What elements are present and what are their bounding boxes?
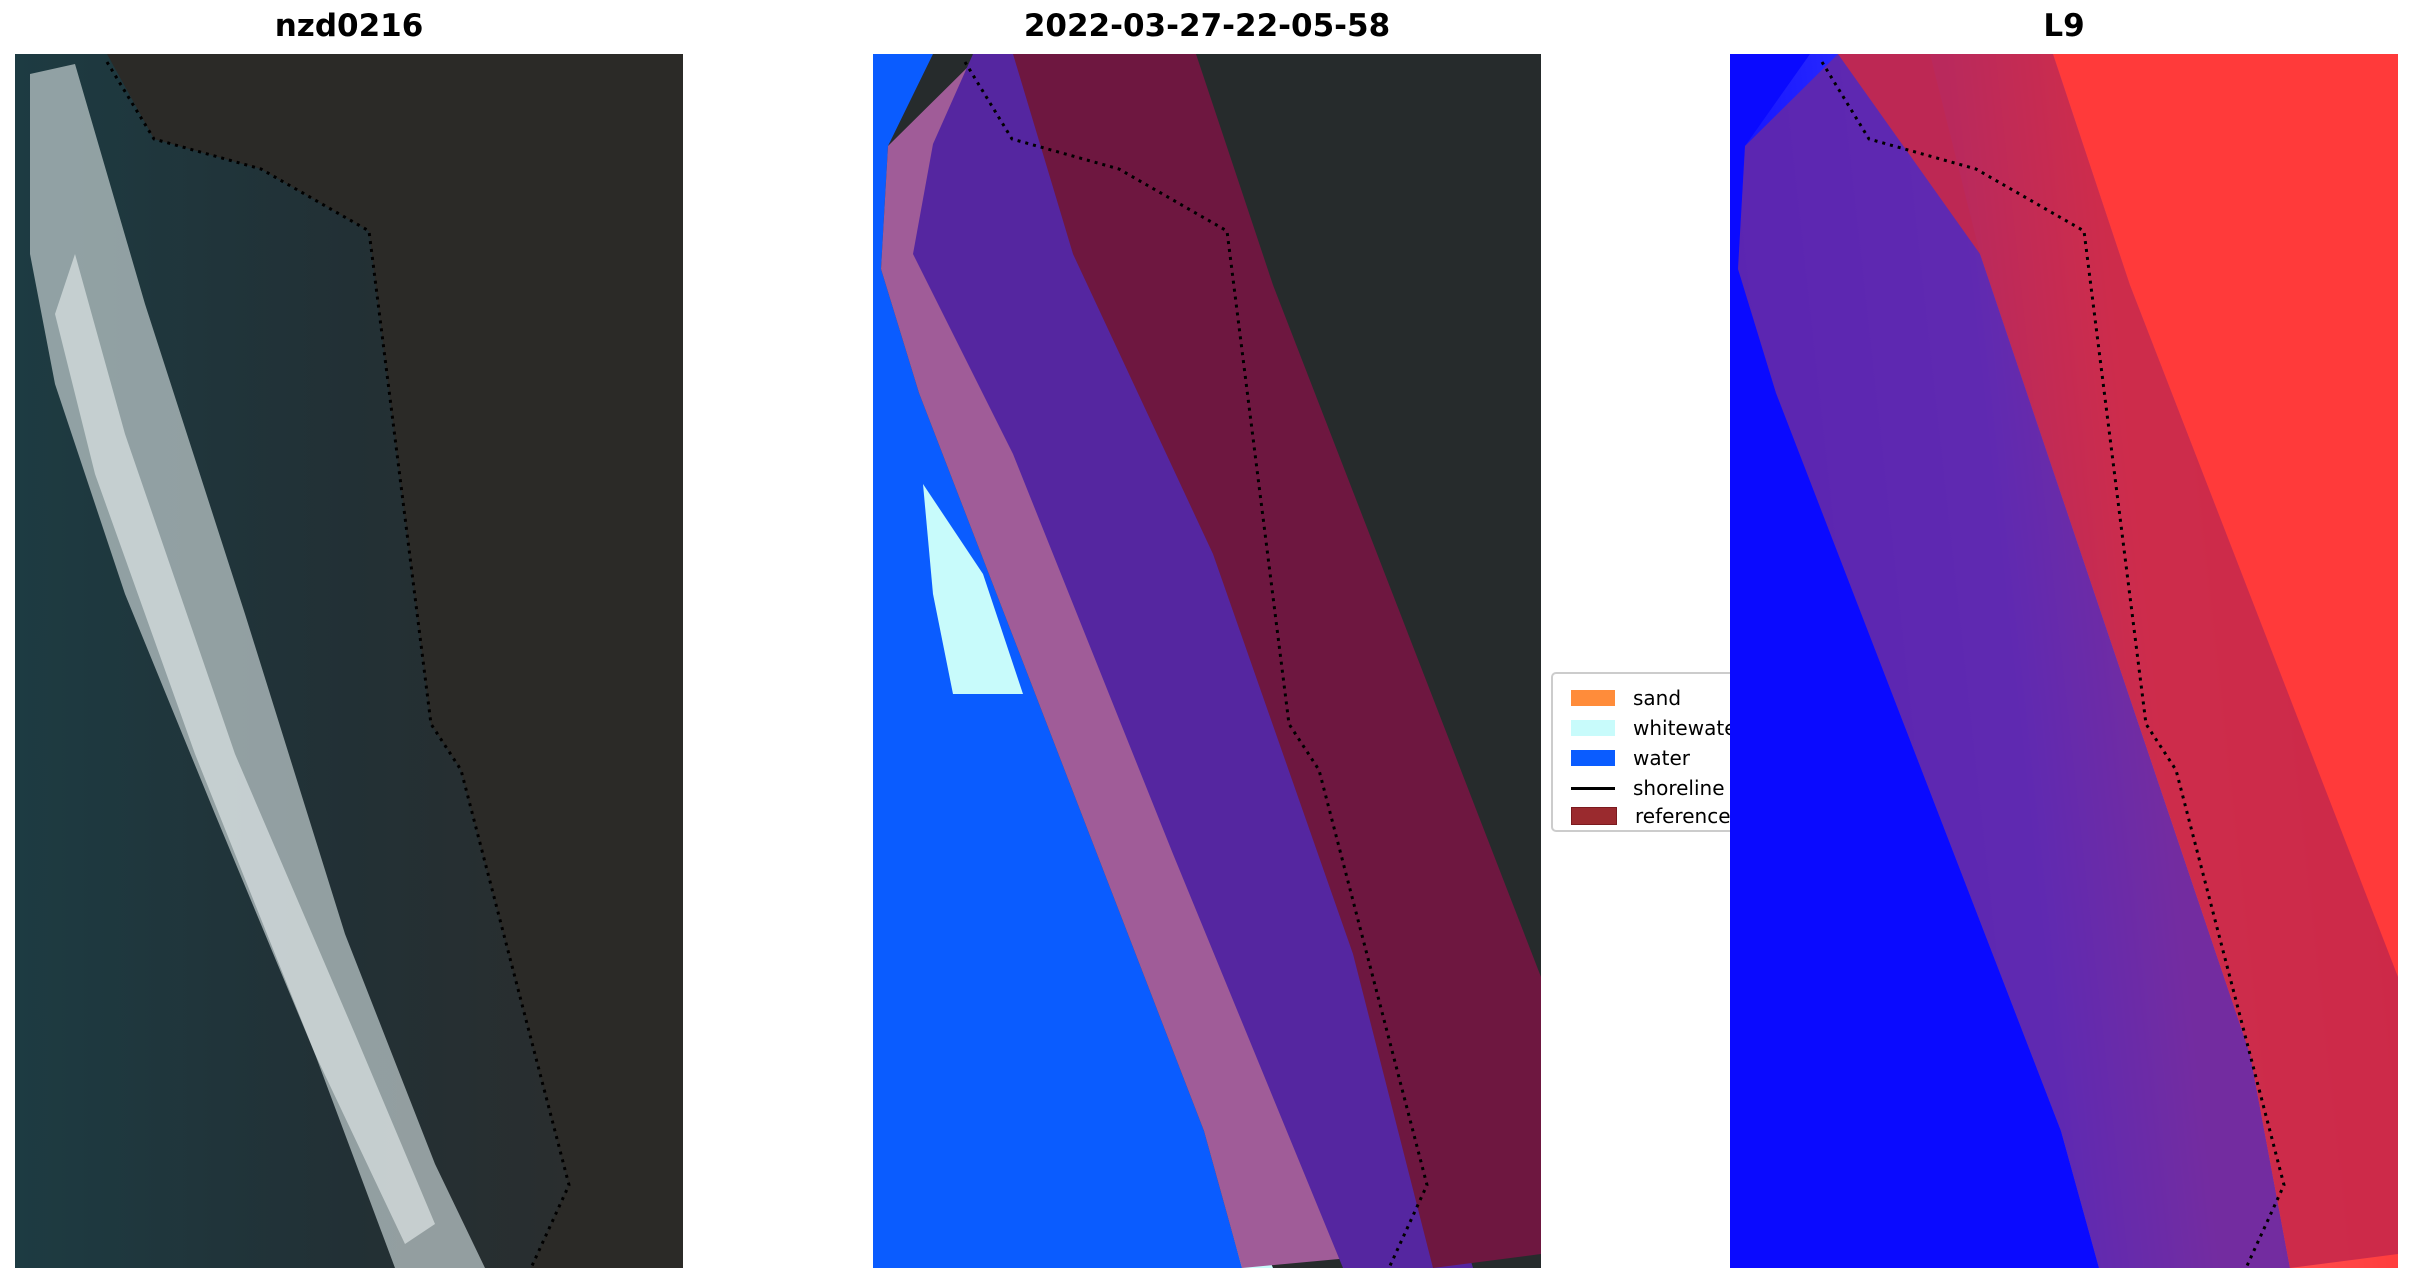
water-class	[873, 54, 1242, 1268]
land-area	[107, 54, 683, 1268]
water-low-index	[1730, 54, 2099, 1268]
legend-label: reference s	[1635, 804, 1748, 828]
panel-title-satellite: L9	[2043, 8, 2085, 44]
purple-class	[913, 54, 1473, 1268]
reference-shoreline-buffer	[1013, 54, 1541, 1268]
legend-swatch	[1571, 750, 1615, 766]
legend-label: water	[1633, 746, 1690, 770]
panel-title-date: 2022-03-27-22-05-58	[1023, 8, 1391, 44]
legend-swatch	[1571, 807, 1617, 825]
legend-swatch	[1571, 720, 1615, 736]
buffer-overlay-left	[1738, 54, 2290, 1268]
whitewater-bright	[55, 254, 435, 1244]
legend-label: sand	[1633, 686, 1682, 710]
legend-item-water: water	[1571, 744, 1690, 772]
legend-label: shoreline	[1633, 776, 1725, 800]
rgb-image-panel	[15, 54, 683, 1268]
legend-item-sand: sand	[1571, 684, 1681, 712]
classified-panel	[873, 54, 1541, 1268]
legend-line	[1571, 786, 1615, 790]
panel-title-image: nzd0216	[274, 8, 424, 44]
index-panel	[1730, 54, 2398, 1268]
legend-label: whitewater	[1633, 716, 1745, 740]
legend: sand whitewater water shoreline referenc…	[1551, 672, 1755, 832]
land-high-index	[2053, 54, 2398, 977]
whitewater-band	[30, 64, 485, 1268]
legend-item-reference: reference s	[1571, 802, 1747, 830]
legend-item-whitewater: whitewater	[1571, 714, 1745, 742]
legend-item-shoreline: shoreline	[1571, 774, 1725, 802]
whitewater-class	[923, 484, 1023, 694]
legend-swatch	[1571, 690, 1615, 706]
buffer-overlay-right	[1838, 54, 2398, 1268]
